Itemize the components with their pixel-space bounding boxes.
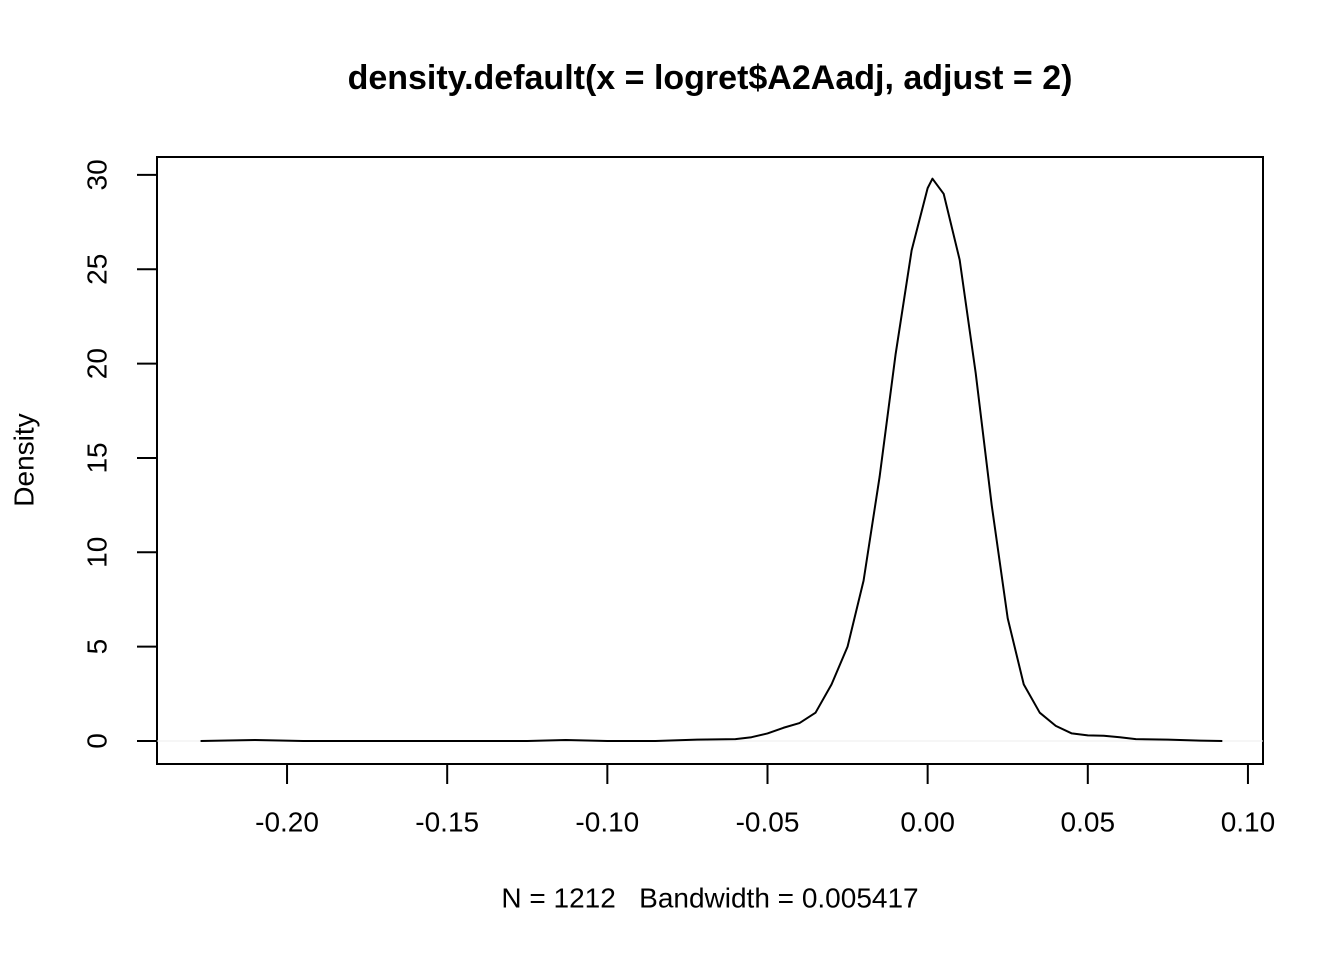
- y-axis-label: Density: [8, 413, 39, 506]
- x-axis-label: N = 1212 Bandwidth = 0.005417: [501, 882, 918, 913]
- x-tick-label: 0.10: [1221, 806, 1276, 837]
- x-tick-label: -0.10: [575, 806, 639, 837]
- plot-frame: [156, 156, 1264, 765]
- density-line: [200, 177, 1223, 742]
- x-tick-label: -0.20: [255, 806, 319, 837]
- chart-title: density.default(x = logret$A2Aadj, adjus…: [348, 59, 1073, 97]
- y-tick-label: 10: [81, 537, 112, 568]
- y-tick-label: 20: [81, 348, 112, 379]
- x-tick-label: -0.15: [415, 806, 479, 837]
- y-tick-label: 5: [81, 639, 112, 655]
- y-tick-label: 25: [81, 254, 112, 285]
- x-tick-label: 0.05: [1061, 806, 1116, 837]
- x-tick-label: 0.00: [900, 806, 955, 837]
- x-tick-label: -0.05: [736, 806, 800, 837]
- y-tick-label: 30: [81, 159, 112, 190]
- y-tick-label: 15: [81, 442, 112, 473]
- y-tick-label: 0: [81, 733, 112, 749]
